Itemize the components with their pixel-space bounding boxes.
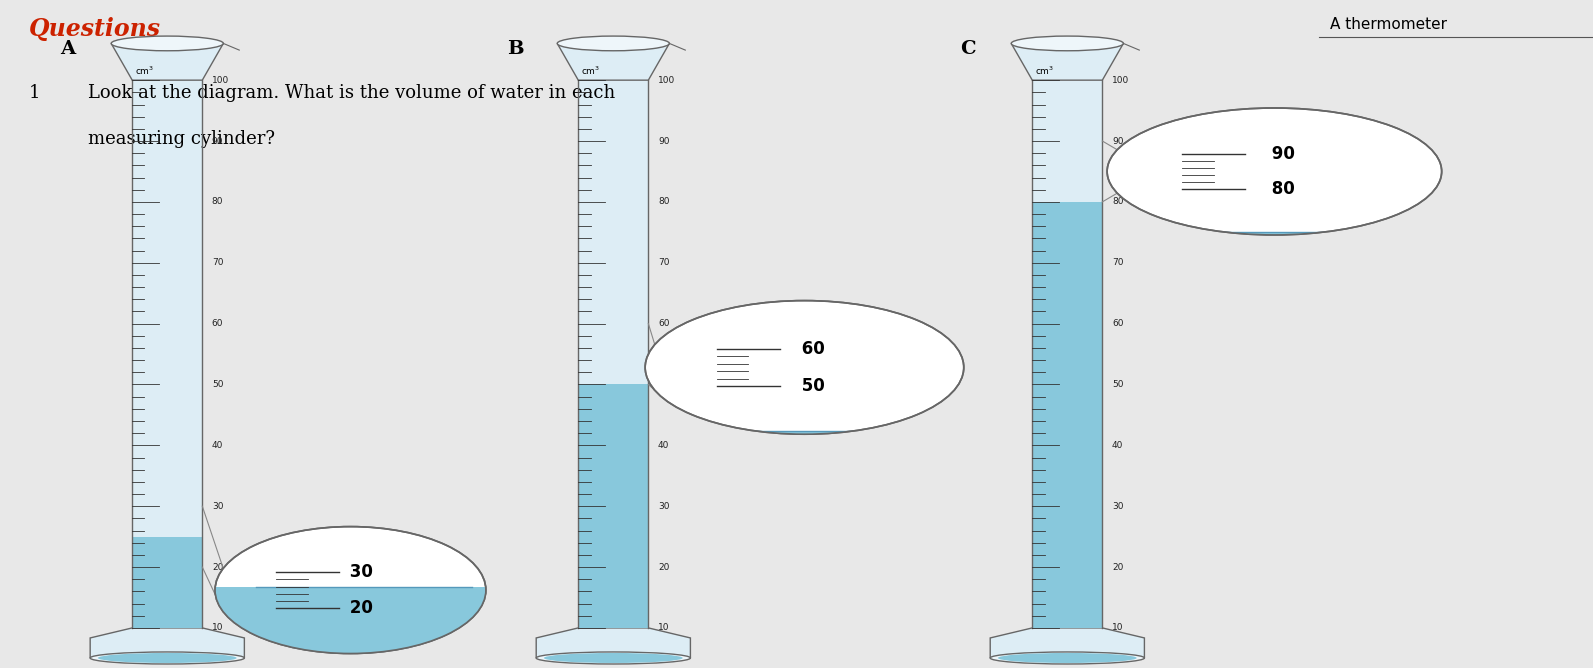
Text: 60: 60: [212, 319, 223, 328]
Text: 40: 40: [212, 441, 223, 450]
Text: 100: 100: [1112, 75, 1129, 85]
Text: 20: 20: [1112, 562, 1123, 572]
Text: 60: 60: [796, 340, 825, 357]
Polygon shape: [1012, 43, 1123, 80]
Text: A thermometer: A thermometer: [1330, 17, 1446, 31]
Polygon shape: [558, 43, 669, 80]
Text: 70: 70: [1112, 259, 1123, 267]
Text: 80: 80: [1266, 180, 1295, 198]
Text: 10: 10: [212, 623, 223, 633]
Text: 100: 100: [212, 75, 229, 85]
Text: 30: 30: [212, 502, 223, 511]
Bar: [132, 80, 202, 628]
Text: 90: 90: [1266, 145, 1295, 163]
Polygon shape: [991, 628, 1144, 658]
Text: 1: 1: [29, 84, 40, 102]
Ellipse shape: [1107, 108, 1442, 235]
Ellipse shape: [645, 301, 964, 434]
Text: C: C: [961, 40, 977, 58]
Bar: [1032, 202, 1102, 628]
Text: 40: 40: [1112, 441, 1123, 450]
Text: A: A: [61, 40, 75, 58]
Text: 30: 30: [344, 563, 373, 581]
Ellipse shape: [112, 36, 223, 51]
Text: 100: 100: [658, 75, 675, 85]
Ellipse shape: [215, 526, 486, 653]
Bar: [578, 80, 648, 628]
Text: 60: 60: [1112, 319, 1123, 328]
Ellipse shape: [91, 652, 244, 664]
Bar: [132, 536, 202, 628]
Polygon shape: [537, 628, 690, 658]
Text: Questions: Questions: [29, 17, 161, 41]
Text: 50: 50: [796, 377, 825, 395]
Text: cm$^3$: cm$^3$: [135, 64, 155, 77]
Text: 60: 60: [658, 319, 669, 328]
Text: 80: 80: [212, 197, 223, 206]
Text: 30: 30: [1112, 502, 1123, 511]
Polygon shape: [112, 43, 223, 80]
Text: 90: 90: [212, 136, 223, 146]
Text: 70: 70: [212, 259, 223, 267]
Text: 80: 80: [658, 197, 669, 206]
Bar: [578, 385, 648, 628]
Text: 50: 50: [212, 380, 223, 389]
Text: 50: 50: [658, 380, 669, 389]
Bar: [645, 431, 964, 434]
Ellipse shape: [537, 652, 690, 664]
Text: measuring cylinder?: measuring cylinder?: [88, 130, 274, 148]
Text: 40: 40: [658, 441, 669, 450]
Ellipse shape: [543, 653, 683, 663]
Bar: [215, 587, 486, 653]
Text: 10: 10: [1112, 623, 1123, 633]
Ellipse shape: [1012, 36, 1123, 51]
Text: 70: 70: [658, 259, 669, 267]
Text: 50: 50: [1112, 380, 1123, 389]
Text: 30: 30: [658, 502, 669, 511]
Bar: [1032, 80, 1102, 628]
Bar: [1107, 232, 1442, 235]
Text: 10: 10: [658, 623, 669, 633]
Ellipse shape: [991, 652, 1144, 664]
Ellipse shape: [97, 653, 237, 663]
Text: B: B: [507, 40, 523, 58]
Text: 20: 20: [658, 562, 669, 572]
Text: 90: 90: [658, 136, 669, 146]
Text: Look at the diagram. What is the volume of water in each: Look at the diagram. What is the volume …: [88, 84, 615, 102]
Text: 90: 90: [1112, 136, 1123, 146]
Text: 20: 20: [212, 562, 223, 572]
Text: cm$^3$: cm$^3$: [1035, 64, 1055, 77]
Polygon shape: [91, 628, 244, 658]
Text: cm$^3$: cm$^3$: [581, 64, 601, 77]
Text: 20: 20: [344, 599, 373, 617]
Ellipse shape: [997, 653, 1137, 663]
Text: 80: 80: [1112, 197, 1123, 206]
Ellipse shape: [558, 36, 669, 51]
